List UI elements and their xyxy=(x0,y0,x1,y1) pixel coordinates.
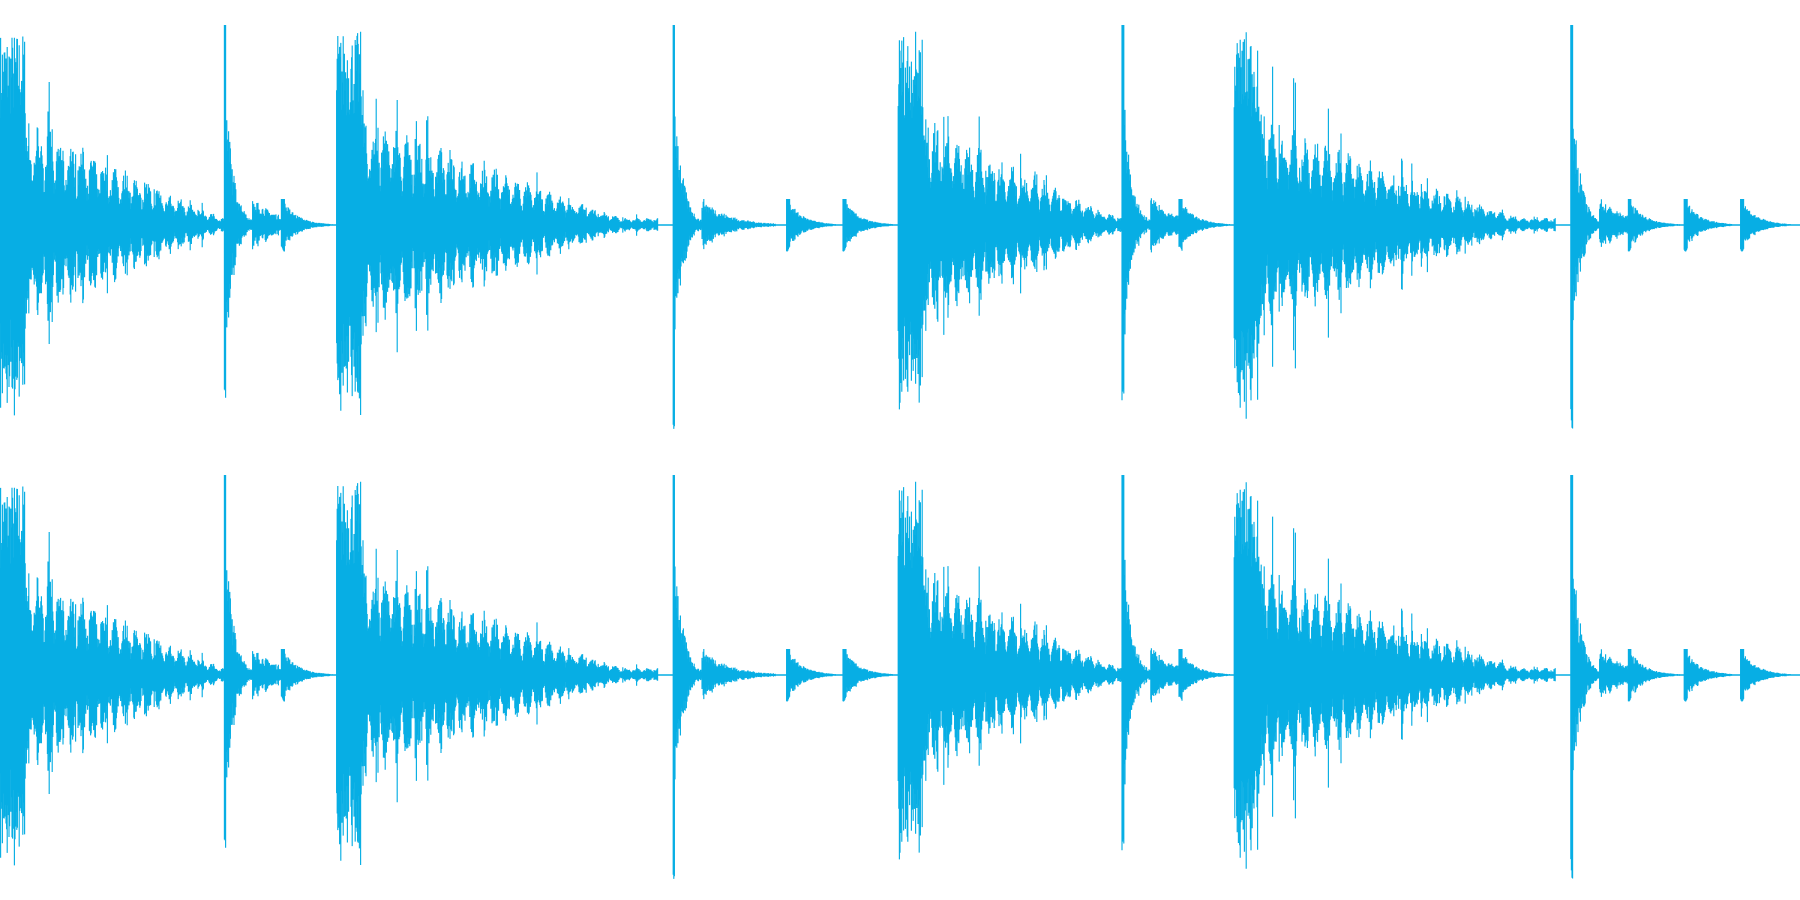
waveform-channel xyxy=(0,25,1800,429)
waveform-channel xyxy=(0,475,1800,879)
